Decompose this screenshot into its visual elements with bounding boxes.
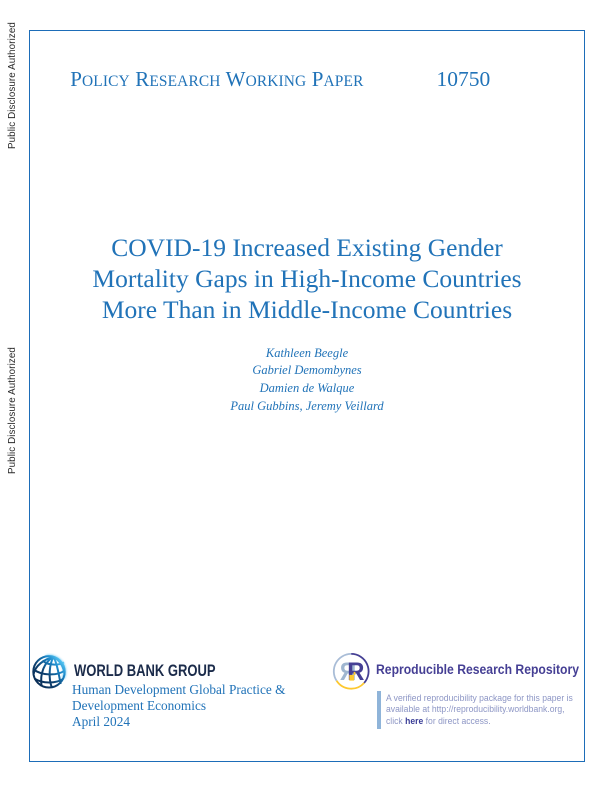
svg-text:R: R bbox=[347, 659, 364, 687]
